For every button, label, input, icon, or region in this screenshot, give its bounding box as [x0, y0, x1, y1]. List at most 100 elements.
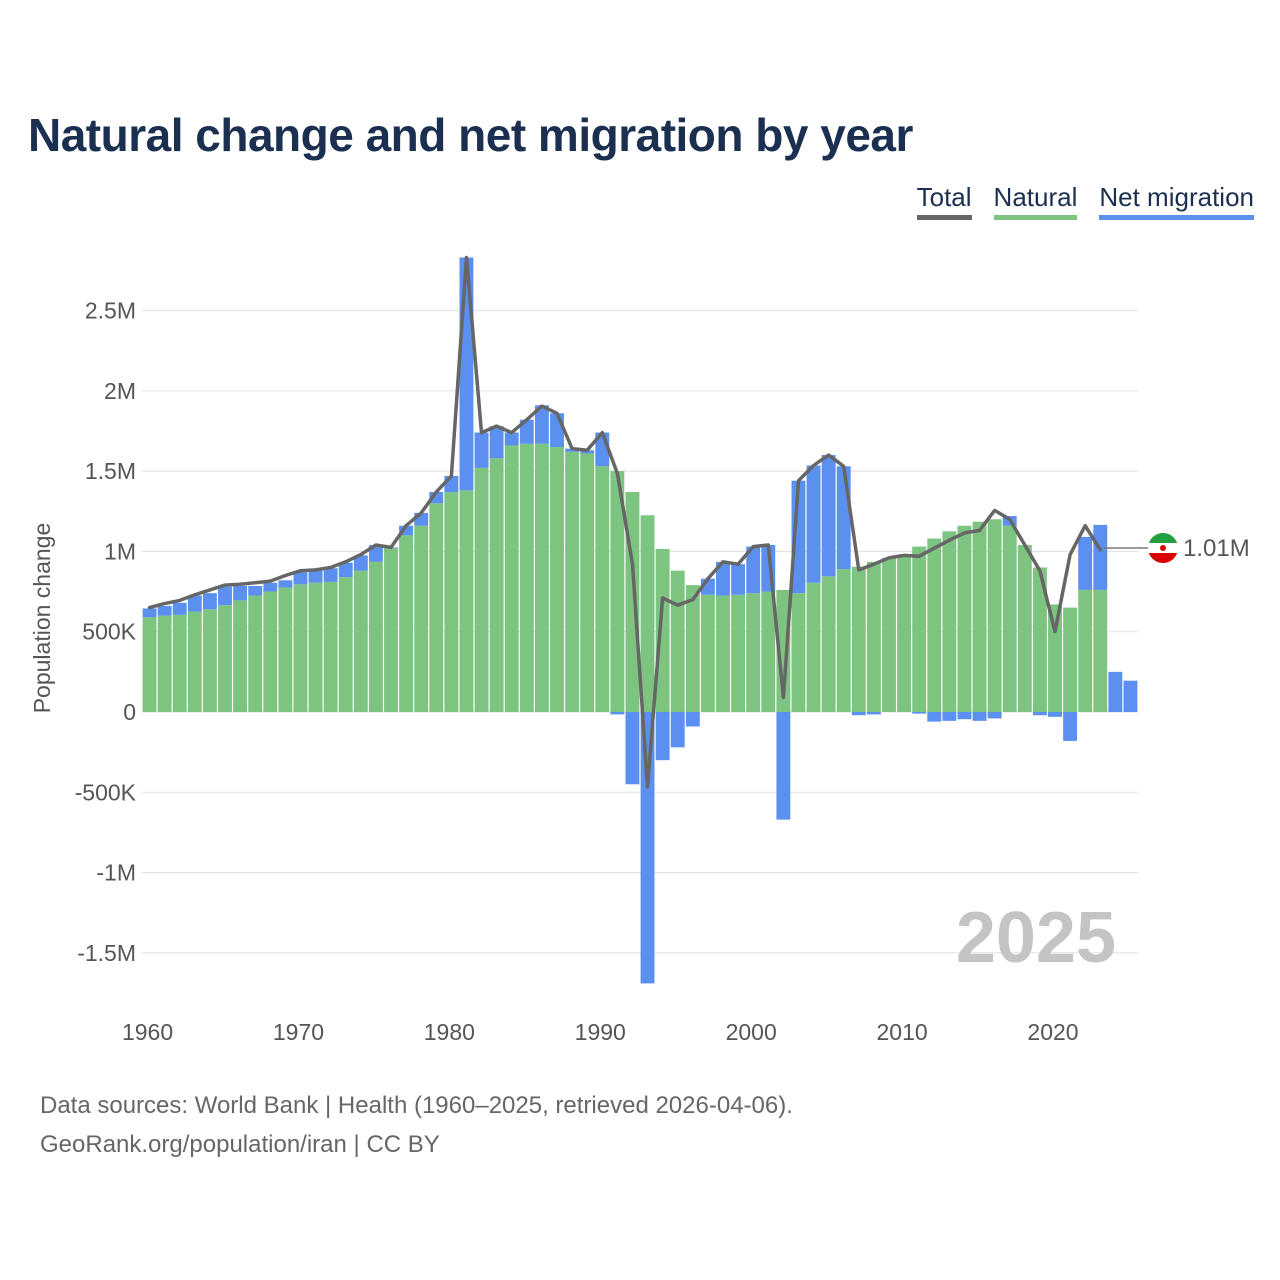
x-tick-label: 1980	[424, 1019, 475, 1045]
x-tick-label: 2010	[877, 1019, 928, 1045]
natural-bar	[1093, 589, 1108, 712]
natural-bar	[519, 443, 534, 712]
migration-bar	[625, 712, 640, 785]
natural-bar	[308, 582, 323, 712]
y-tick-label: -500K	[75, 779, 137, 805]
total-line	[147, 255, 1103, 789]
natural-bar	[414, 525, 429, 712]
migration-bar	[987, 712, 1002, 719]
migration-bar	[429, 491, 444, 504]
migration-bar	[746, 546, 761, 594]
natural-bar	[1063, 607, 1078, 712]
natural-bar	[474, 467, 489, 712]
bar-series	[142, 257, 1138, 984]
natural-bar	[368, 561, 383, 712]
natural-bar	[610, 471, 625, 712]
natural-bar	[444, 491, 459, 712]
migration-bar	[550, 413, 564, 448]
footer: Data sources: World Bank | Health (1960–…	[40, 1086, 793, 1164]
natural-bar	[670, 570, 685, 712]
natural-bar	[323, 581, 338, 712]
natural-bar	[293, 584, 308, 712]
natural-bar	[957, 525, 972, 712]
natural-bar	[142, 617, 157, 712]
migration-bar	[293, 572, 308, 585]
end-marker: 1.01M	[1104, 533, 1250, 563]
migration-bar	[927, 712, 942, 722]
chart-legend: Total Natural Net migration	[916, 182, 1254, 220]
migration-bar	[157, 606, 172, 616]
natural-bar	[248, 595, 263, 712]
migration-bar	[716, 561, 730, 596]
migration-bar	[1078, 536, 1093, 590]
migration-bar	[776, 712, 791, 820]
natural-bar	[897, 555, 912, 712]
migration-bar	[655, 712, 670, 761]
natural-bar	[987, 519, 1002, 712]
migration-bar	[821, 455, 836, 577]
migration-bar	[172, 602, 187, 615]
current-year-label: 2025	[956, 898, 1116, 978]
legend-item-total[interactable]: Total	[916, 182, 972, 220]
migration-bar	[670, 712, 685, 748]
migration-bar	[1108, 671, 1123, 712]
y-tick-label: -1M	[96, 860, 136, 886]
migration-bar	[1032, 712, 1047, 716]
migration-bar	[685, 712, 700, 727]
natural-bar	[202, 609, 217, 712]
natural-bar	[700, 594, 715, 712]
natural-bar	[972, 521, 987, 712]
migration-bar	[912, 712, 927, 714]
migration-bar	[142, 608, 157, 618]
migration-bar	[731, 564, 746, 595]
natural-bar	[263, 591, 278, 712]
legend-item-net-migration[interactable]: Net migration	[1099, 182, 1254, 220]
x-axis: 1960 1970 1980 1990 2000 2010 2020	[122, 1019, 1079, 1045]
x-tick-label: 1960	[122, 1019, 173, 1045]
migration-bar	[323, 568, 338, 582]
natural-bar	[384, 548, 398, 712]
y-tick-label: 0	[123, 699, 136, 725]
natural-bar	[550, 447, 564, 712]
y-axis-label: Population change	[29, 523, 55, 714]
migration-bar	[474, 432, 489, 468]
migration-bar	[248, 585, 263, 596]
migration-bar	[263, 582, 278, 592]
natural-bar	[761, 591, 776, 712]
natural-bar	[187, 611, 202, 712]
y-axis: -1.5M -1M -500K 0 500K 1M 1.5M 2M 2.5M	[75, 298, 137, 966]
footer-sources: Data sources: World Bank | Health (1960–…	[40, 1092, 793, 1119]
natural-bar	[157, 615, 172, 712]
natural-bar	[655, 548, 670, 712]
migration-bar	[278, 580, 293, 588]
migration-bar	[504, 432, 519, 446]
natural-bar	[1017, 544, 1032, 712]
y-tick-label: 1.5M	[85, 458, 136, 484]
footer-attribution: GeoRank.org/population/iran | CC BY	[40, 1131, 440, 1158]
migration-bar	[1063, 712, 1078, 741]
natural-bar	[927, 538, 942, 712]
migration-bar	[353, 555, 368, 571]
natural-bar	[912, 546, 927, 712]
migration-bar	[806, 465, 821, 583]
migration-bar	[519, 419, 534, 444]
legend-item-natural[interactable]: Natural	[993, 182, 1078, 220]
natural-bar	[731, 594, 746, 712]
x-tick-label: 1970	[273, 1019, 324, 1045]
natural-bar	[836, 569, 851, 712]
natural-bar	[504, 445, 519, 712]
migration-bar	[972, 712, 987, 721]
end-value-label: 1.01M	[1183, 535, 1250, 562]
natural-bar	[791, 593, 806, 712]
natural-bar	[776, 589, 791, 712]
natural-bar	[1048, 604, 1062, 712]
migration-bar	[308, 570, 323, 583]
y-tick-label: 1M	[104, 538, 136, 564]
migration-bar	[202, 593, 217, 610]
migration-bar	[1093, 524, 1108, 590]
migration-bar	[459, 257, 474, 491]
natural-bar	[489, 458, 504, 712]
natural-bar	[1078, 589, 1093, 712]
natural-bar	[233, 600, 248, 712]
